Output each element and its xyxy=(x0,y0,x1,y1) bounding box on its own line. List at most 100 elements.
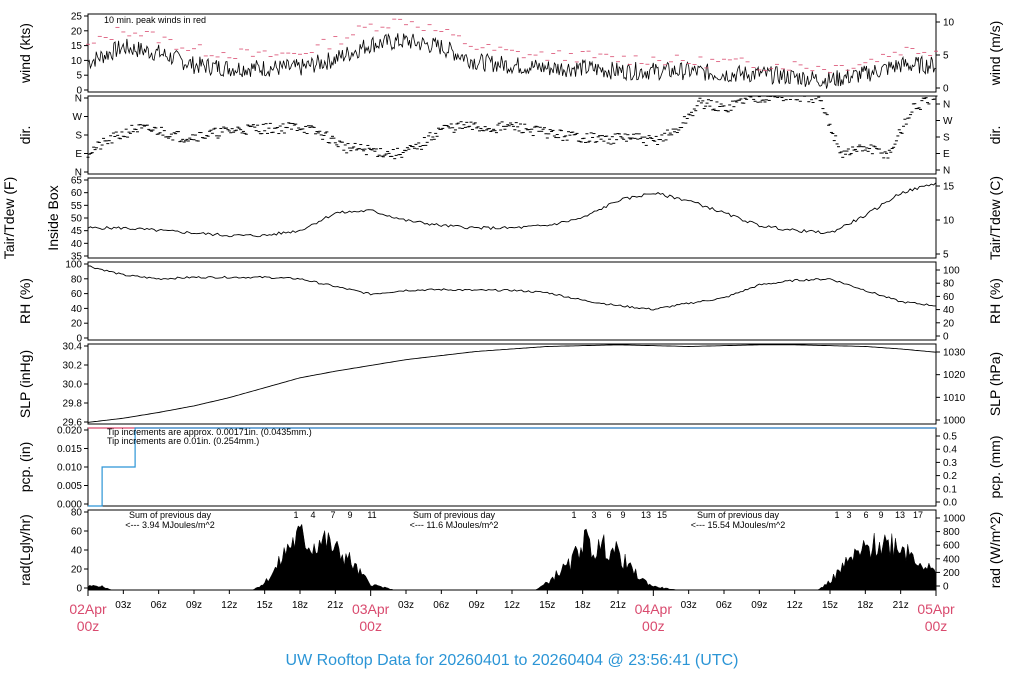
rh-y2tick-label: 20 xyxy=(943,318,955,329)
slp-y2tick-label: 1030 xyxy=(943,348,966,359)
pcp-ytick-label: 0.000 xyxy=(57,500,82,511)
temp-ytick-label: 45 xyxy=(71,226,83,237)
wind-ytick-label: 20 xyxy=(71,26,83,37)
rad-hour-mark: 3 xyxy=(591,510,596,520)
wind-ytick-label: 10 xyxy=(71,56,83,67)
rad-ytick-label: 60 xyxy=(71,527,83,538)
slp-y2label: SLP (hPa) xyxy=(987,352,1003,416)
slp-series-line xyxy=(87,344,937,423)
x-tick-label: 15z xyxy=(539,600,555,611)
dir-ytick-label: N xyxy=(75,94,82,105)
x-axis: 03z 06z 09z 12z 15z 18z 21z 03z 06z 09z 12z 15z 18z 2… xyxy=(69,590,955,634)
pcp-ytick-label: 0.005 xyxy=(57,481,82,492)
rad-hour-mark: 13 xyxy=(641,510,651,520)
x-tick-label: 12z xyxy=(504,600,520,611)
slp-frame xyxy=(87,343,937,425)
x-date-label: 05Apr xyxy=(917,601,955,617)
temp-series-line xyxy=(87,182,937,238)
rad-hour-mark: 1 xyxy=(834,510,839,520)
slp-ytick-label: 29.6 xyxy=(63,418,83,429)
rad-hour-mark: 9 xyxy=(620,510,625,520)
slp-ytick-label: 30.0 xyxy=(63,380,83,391)
pcp-y2tick-label: 0.3 xyxy=(943,458,957,469)
wind-ytick-label: 25 xyxy=(71,12,83,23)
dir-frame xyxy=(87,95,937,175)
temp-ytick-label: 60 xyxy=(71,188,83,199)
temp-ytick-label: 65 xyxy=(71,176,83,187)
x-tick-label: 09z xyxy=(186,600,202,611)
x-tick-label: 18z xyxy=(575,600,591,611)
x-tick-label: 06z xyxy=(151,600,167,611)
wind-y2tick-label: 5 xyxy=(943,51,949,62)
temp-ytick-label: 55 xyxy=(71,201,83,212)
rad-ytick-label: 80 xyxy=(71,508,83,519)
temp-ytick-label: 40 xyxy=(71,239,83,250)
rad-hour-mark: 9 xyxy=(347,510,352,520)
x-tick-label: 12z xyxy=(221,600,237,611)
dir-ylabel: dir. xyxy=(17,126,33,145)
temp-y2tick-label: 15 xyxy=(943,182,955,193)
dir-y2label: dir. xyxy=(987,126,1003,145)
rh-ylabel: RH (%) xyxy=(17,278,33,324)
pcp-y2tick-label: 0.4 xyxy=(943,445,957,456)
x-tick-label: 15z xyxy=(822,600,838,611)
rad-y2tick-label: 400 xyxy=(943,554,960,565)
slp-ylabel: SLP (inHg) xyxy=(17,350,33,418)
rad-hour-mark: 7 xyxy=(330,510,335,520)
wind-ytick-label: 0 xyxy=(76,86,82,97)
rad-hour-mark: 3 xyxy=(846,510,851,520)
x-tick-label: 03z xyxy=(398,600,414,611)
figure-title: UW Rooftop Data for 20260401 to 20260404… xyxy=(286,652,739,669)
rh-frame xyxy=(87,261,937,341)
x-tick-label: 21z xyxy=(893,600,909,611)
wind-series-line xyxy=(87,33,937,89)
rad-day-sum-value: <--- 3.94 MJoules/m^2 xyxy=(125,520,215,530)
x-date-time-label: 00z xyxy=(925,618,948,634)
pcp-y2tick-label: 0.5 xyxy=(943,432,957,443)
wind-y2tick-label: 0 xyxy=(943,84,949,95)
x-tick-label: 18z xyxy=(857,600,873,611)
rh-y2label: RH (%) xyxy=(987,278,1003,324)
rh-ytick-label: 80 xyxy=(71,274,83,285)
slp-ytick-label: 30.4 xyxy=(63,342,83,353)
dir-ytick-label: N xyxy=(75,168,82,179)
x-tick-label: 21z xyxy=(327,600,343,611)
rad-hour-mark: 13 xyxy=(895,510,905,520)
x-tick-label: 06z xyxy=(716,600,732,611)
rad-day-sum-label: Sum of previous day xyxy=(129,510,212,520)
x-tick-label: 12z xyxy=(787,600,803,611)
pcp-ylabel: pcp. (in) xyxy=(17,442,33,493)
rad-hour-mark: 6 xyxy=(606,510,611,520)
temp-y2tick-label: 10 xyxy=(943,216,955,227)
rh-y2tick-label: 60 xyxy=(943,292,955,303)
rad-y2tick-label: 1000 xyxy=(943,514,966,525)
temp-ylabel: Inside Box xyxy=(45,185,61,250)
x-tick-label: 15z xyxy=(257,600,273,611)
pcp-y2tick-label: 0.1 xyxy=(943,484,957,495)
pcp-ytick-label: 0.020 xyxy=(57,426,82,437)
slp-ytick-label: 30.2 xyxy=(63,361,83,372)
rh-ytick-label: 60 xyxy=(71,289,83,300)
rad-hour-mark: 1 xyxy=(293,510,298,520)
rad-ytick-label: 20 xyxy=(71,565,83,576)
rad-day-sum-label: Sum of previous day xyxy=(697,510,780,520)
x-date-label: 03Apr xyxy=(352,601,390,617)
rad-y2label: rad (W/m^2) xyxy=(987,512,1003,589)
pcp-y2tick-label: 0.2 xyxy=(943,471,957,482)
rad-frame xyxy=(87,509,937,591)
rh-y2tick-label: 80 xyxy=(943,279,955,290)
pcp-y2label: pcp. (mm) xyxy=(987,436,1003,499)
x-date-time-label: 00z xyxy=(359,618,382,634)
pcp-ytick-label: 0.015 xyxy=(57,444,82,455)
rad-ytick-label: 0 xyxy=(76,584,82,595)
dir-y2tick-label: N xyxy=(943,166,950,177)
slp-y2tick-label: 1010 xyxy=(943,393,966,404)
wind-y2label: wind (m/s) xyxy=(987,21,1003,87)
rh-y2tick-label: 100 xyxy=(943,266,960,277)
wind-ytick-label: 5 xyxy=(76,71,82,82)
wind-frame xyxy=(87,13,937,93)
rh-series-line xyxy=(87,265,936,311)
rad-y2tick-label: 600 xyxy=(943,541,960,552)
rh-ytick-label: 0 xyxy=(76,334,82,345)
rad-hour-mark: 15 xyxy=(657,510,667,520)
